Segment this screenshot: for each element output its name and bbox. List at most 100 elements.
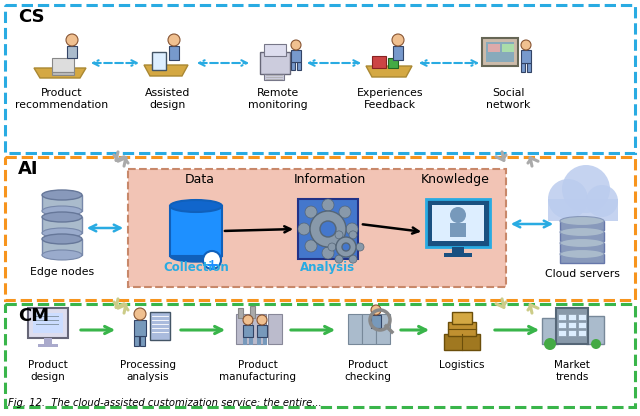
Circle shape (322, 247, 334, 259)
Circle shape (544, 338, 556, 350)
Text: Remote
monitoring: Remote monitoring (248, 88, 308, 110)
Bar (393, 46, 403, 60)
Ellipse shape (42, 212, 82, 222)
Text: Product
design: Product design (28, 360, 68, 382)
Bar (488, 44, 500, 52)
Ellipse shape (42, 190, 82, 200)
Circle shape (322, 199, 334, 211)
Circle shape (305, 240, 317, 252)
Circle shape (586, 185, 618, 217)
Bar (388, 58, 398, 68)
Bar (452, 312, 472, 324)
Bar (521, 50, 531, 63)
Circle shape (548, 179, 588, 219)
Text: Data: Data (185, 173, 215, 186)
Bar (521, 63, 525, 72)
Bar (432, 205, 484, 241)
Circle shape (335, 231, 343, 239)
Bar (376, 314, 390, 344)
Text: Fig. 12.  The cloud-assisted customization service: the entire...: Fig. 12. The cloud-assisted customizatio… (8, 398, 322, 408)
Bar (486, 42, 514, 62)
Circle shape (349, 255, 357, 263)
Bar (263, 337, 267, 345)
Circle shape (346, 223, 358, 235)
Bar (42, 195, 82, 211)
Bar (578, 330, 586, 336)
Circle shape (342, 243, 350, 251)
Bar (560, 243, 604, 252)
Circle shape (298, 223, 310, 235)
Circle shape (291, 40, 301, 50)
Bar (297, 62, 301, 70)
Bar (548, 199, 618, 221)
Text: Knowledge: Knowledge (420, 173, 490, 186)
Bar (264, 74, 284, 80)
Text: Product
manufacturing: Product manufacturing (220, 360, 296, 382)
Circle shape (450, 207, 466, 223)
Bar (52, 72, 74, 75)
Bar (578, 314, 586, 320)
Bar (5, 5, 635, 153)
Bar (268, 314, 282, 344)
Bar (28, 308, 68, 338)
Bar (372, 56, 386, 68)
Circle shape (320, 221, 336, 237)
Bar (527, 63, 531, 72)
Circle shape (562, 165, 610, 213)
Bar (291, 50, 301, 62)
Bar (33, 313, 63, 333)
Bar (558, 330, 566, 336)
Bar (348, 314, 362, 344)
Circle shape (66, 34, 78, 46)
Ellipse shape (42, 228, 82, 238)
Bar (450, 223, 466, 237)
Bar (560, 254, 604, 263)
Bar (128, 169, 506, 287)
Bar (291, 62, 295, 70)
Text: CS: CS (18, 8, 45, 26)
Text: Experiences
Feedback: Experiences Feedback (356, 88, 423, 110)
Circle shape (203, 251, 221, 269)
Bar (5, 157, 635, 300)
Bar (260, 52, 290, 74)
Bar (44, 338, 52, 344)
Bar (558, 322, 566, 328)
Bar (140, 336, 145, 346)
Bar (452, 247, 464, 253)
Bar (362, 314, 376, 344)
Bar (67, 46, 77, 58)
Bar (243, 325, 253, 337)
Bar (586, 316, 604, 344)
Bar (560, 232, 604, 241)
Circle shape (310, 211, 346, 247)
Text: Market
trends: Market trends (554, 360, 590, 382)
Text: Product
checking: Product checking (344, 360, 392, 382)
Bar (238, 308, 243, 318)
Ellipse shape (170, 250, 222, 262)
Circle shape (243, 315, 253, 325)
Polygon shape (144, 65, 188, 76)
Circle shape (591, 339, 601, 349)
Text: Assisted
design: Assisted design (145, 88, 191, 110)
Circle shape (328, 243, 336, 251)
Circle shape (339, 206, 351, 218)
Bar (444, 253, 472, 257)
Text: +: + (205, 258, 218, 272)
Bar (482, 38, 518, 66)
Text: Collection: Collection (163, 261, 229, 274)
Bar (134, 320, 146, 336)
Bar (578, 322, 586, 328)
Text: Product
recommendation: Product recommendation (15, 88, 109, 110)
Circle shape (336, 237, 356, 257)
Ellipse shape (170, 200, 222, 212)
Ellipse shape (42, 234, 82, 244)
Text: Edge nodes: Edge nodes (30, 267, 94, 277)
Bar (169, 46, 179, 60)
Polygon shape (34, 68, 86, 78)
Bar (152, 52, 166, 70)
Text: Cloud servers: Cloud servers (545, 269, 620, 279)
Text: Analysis: Analysis (300, 261, 356, 274)
Bar (134, 336, 139, 346)
Bar (558, 314, 566, 320)
Circle shape (305, 206, 317, 218)
